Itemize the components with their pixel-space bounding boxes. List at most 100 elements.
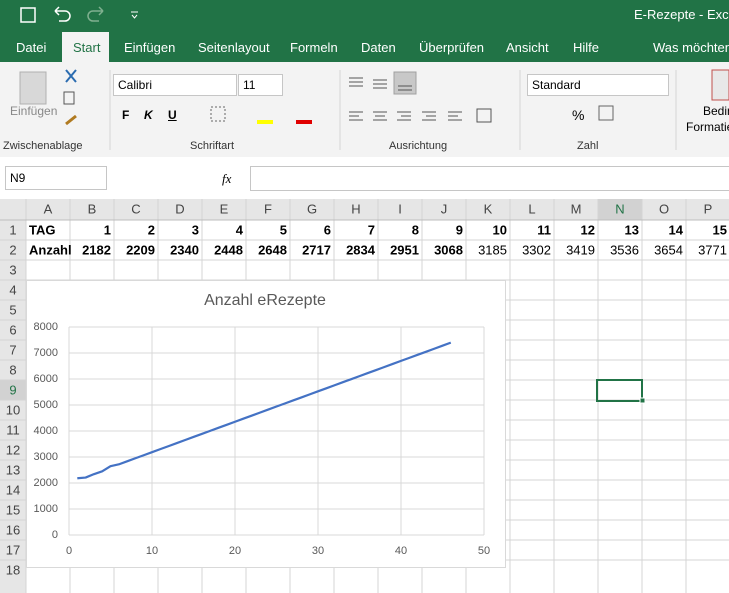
fill-color[interactable] (257, 120, 273, 124)
column-header: F (264, 201, 272, 216)
row-header: 5 (9, 302, 16, 317)
y-tick-label: 1000 (34, 503, 58, 515)
selected-col-header (598, 199, 642, 220)
cell: 3302 (522, 242, 551, 257)
ribbon-tab[interactable]: Ansicht (506, 40, 549, 55)
row-header: 16 (6, 522, 20, 537)
font-name[interactable]: Calibri (113, 74, 237, 96)
column-header: B (88, 201, 97, 216)
font-size[interactable]: 11 (238, 74, 283, 96)
cell: 3 (192, 222, 199, 237)
cell: 10 (493, 222, 507, 237)
ribbon-tab[interactable]: Einfügen (124, 40, 176, 55)
ribbon-tab[interactable]: Datei (16, 40, 47, 55)
column-header: A (44, 201, 53, 216)
row-header: 2 (9, 242, 16, 257)
cell: 12 (581, 222, 595, 237)
ribbon-tab[interactable]: Seitenlayout (198, 40, 270, 55)
name-box[interactable]: N9 (5, 166, 107, 190)
cell: 2209 (126, 242, 155, 257)
redo-icon[interactable] (87, 6, 104, 22)
percent-button[interactable]: % (572, 107, 585, 123)
y-tick-label: 8000 (34, 321, 58, 333)
copy-icon[interactable] (63, 91, 75, 105)
cell: 2340 (170, 242, 199, 257)
row-header: 1 (9, 222, 16, 237)
group-label: Ausrichtung (389, 140, 448, 152)
cell: 15 (713, 222, 727, 237)
ribbon-tab[interactable]: Hilfe (573, 40, 600, 55)
row-header: 12 (6, 442, 20, 457)
paste-icon[interactable] (19, 71, 47, 105)
cell: 2717 (302, 242, 331, 257)
cell: 4 (236, 222, 244, 237)
ribbon-tab[interactable]: Was möchten (653, 40, 729, 55)
cell: 2951 (390, 242, 419, 257)
column-header: P (704, 201, 713, 216)
row-header: 10 (6, 402, 20, 417)
x-tick-label: 50 (478, 545, 490, 557)
y-tick-label: 0 (52, 529, 58, 541)
cell: TAG (29, 222, 55, 237)
title-bar (0, 0, 729, 31)
ribbon-icons (19, 69, 729, 150)
cell: 11 (537, 222, 551, 237)
cell: 9 (456, 222, 463, 237)
selected-cell (596, 379, 643, 402)
format-painter[interactable] (65, 114, 77, 126)
save-icon[interactable] (20, 7, 36, 23)
ribbon-tab[interactable]: Start (73, 40, 101, 55)
italic-button[interactable]: K (144, 108, 153, 122)
cell: 14 (669, 222, 684, 237)
customize-icon[interactable] (131, 11, 138, 19)
formula-input[interactable] (250, 166, 729, 191)
underline-button[interactable]: U (168, 108, 177, 122)
cell: 3654 (654, 242, 683, 257)
quick-access (20, 6, 138, 23)
cell: 2834 (346, 242, 376, 257)
fx-button[interactable]: fx (222, 171, 232, 186)
cell: Anzahl (29, 242, 72, 257)
cell: 8 (412, 222, 419, 237)
row-header: 7 (9, 342, 16, 357)
chart-area[interactable] (26, 280, 506, 568)
x-tick-label: 40 (395, 545, 407, 557)
cond-format-label[interactable]: Bedingte (703, 104, 729, 118)
row-header: 15 (6, 502, 20, 517)
undo-icon[interactable] (54, 6, 71, 22)
group-label: Schriftart (190, 140, 235, 152)
bold-button[interactable]: F (122, 108, 130, 122)
ribbon-tab[interactable]: Überprüfen (419, 40, 485, 55)
column-header: J (441, 201, 448, 216)
paste-label[interactable]: Einfügen (10, 104, 58, 118)
cond-format-label[interactable]: Formatierung (686, 120, 729, 134)
group-label: Zwischenablage (3, 140, 83, 152)
column-header: O (659, 201, 669, 216)
cut-icon[interactable] (65, 69, 77, 83)
group-label: Zahl (577, 140, 599, 152)
x-tick-label: 20 (229, 545, 241, 557)
column-header: H (351, 201, 360, 216)
data-line (77, 341, 452, 480)
comma-icon[interactable] (598, 105, 614, 121)
cond-format-icon[interactable] (711, 69, 729, 101)
y-tick-label: 3000 (34, 451, 58, 463)
ribbon-tab[interactable]: Formeln (290, 40, 338, 55)
row-header: 9 (9, 382, 16, 397)
y-tick-label: 5000 (34, 399, 58, 411)
border-icon[interactable] (210, 106, 226, 122)
row-header: 14 (6, 482, 20, 497)
fill-handle (639, 397, 646, 404)
row-header: 13 (6, 462, 20, 477)
cell: 3536 (610, 242, 639, 257)
column-header: N (615, 201, 624, 216)
cell: 6 (324, 222, 331, 237)
font-color[interactable] (296, 120, 312, 124)
align-icons (349, 71, 492, 123)
ribbon-tab[interactable]: Daten (361, 40, 396, 55)
chart-title: Anzahl eRezepte (204, 292, 326, 309)
column-header: E (220, 201, 229, 216)
column-header: K (484, 201, 493, 216)
number-format[interactable]: Standard (527, 74, 669, 96)
